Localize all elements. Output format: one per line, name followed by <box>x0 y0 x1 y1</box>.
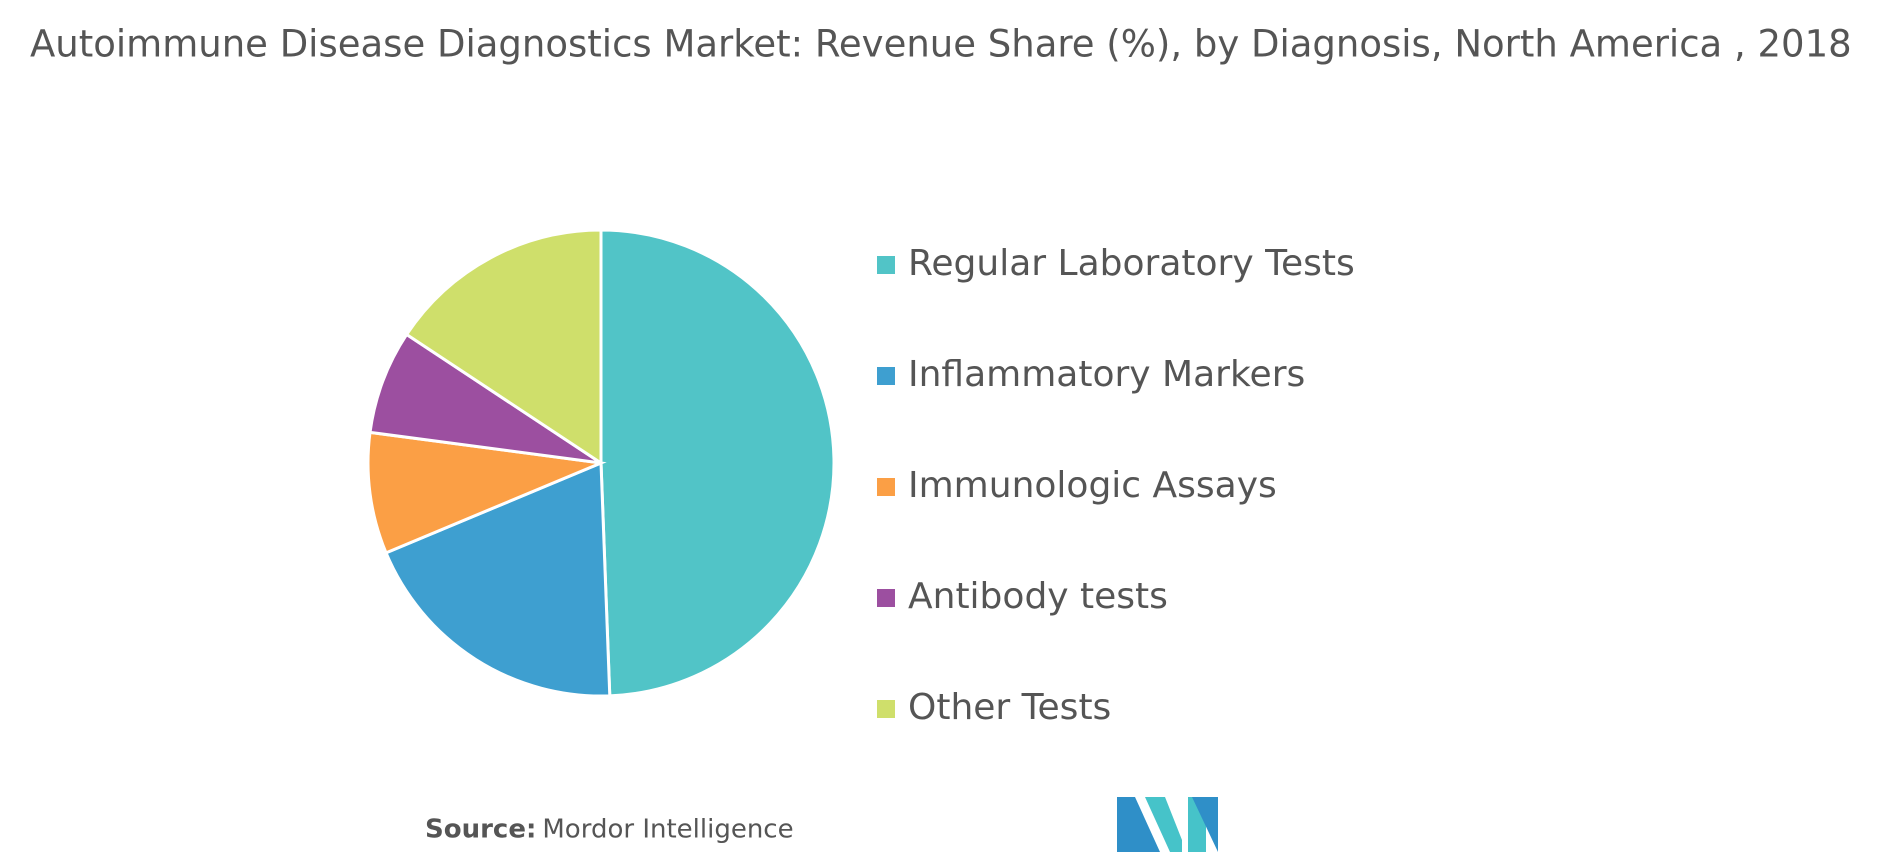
pie-slice <box>384 460 612 698</box>
legend-swatch <box>877 589 895 607</box>
legend-label: Immunologic Assays <box>908 465 1277 506</box>
logo <box>1117 797 1218 852</box>
legend-swatch <box>877 700 895 718</box>
source-text: Mordor Intelligence <box>542 815 793 845</box>
pie-slice <box>368 332 602 465</box>
legend-label: Inflammatory Markers <box>908 354 1305 395</box>
pie-slice <box>404 228 603 466</box>
pie-slice <box>366 430 607 555</box>
legend-swatch <box>877 478 895 496</box>
legend-label: Other Tests <box>908 687 1111 728</box>
legend-swatch <box>877 367 895 385</box>
chart-title: Autoimmune Disease Diagnostics Market: R… <box>30 23 1852 66</box>
source-label: Source: <box>425 815 536 845</box>
pie-slice <box>599 228 836 698</box>
legend-label: Antibody tests <box>908 576 1168 617</box>
legend-swatch <box>877 256 895 274</box>
legend-label: Regular Laboratory Tests <box>908 243 1355 284</box>
